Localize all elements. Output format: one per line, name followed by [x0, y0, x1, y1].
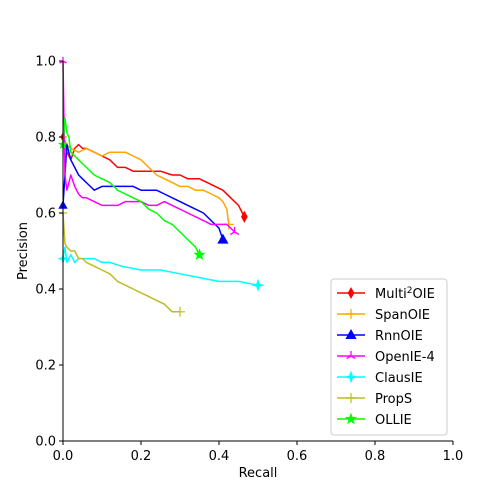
series-marker: [345, 328, 357, 339]
series-line: [62, 60, 236, 233]
series-line: [62, 136, 230, 225]
legend-label: ClausIE: [375, 371, 423, 386]
series-marker: [346, 393, 356, 403]
x-tick-label: 1.0: [443, 449, 464, 464]
legend-entry: PropS: [337, 392, 412, 407]
legend-label: RnnOIE: [375, 329, 423, 344]
series-marker: [217, 233, 229, 244]
series-line: [62, 136, 246, 218]
series-marker: [344, 412, 358, 425]
legend-label: PropS: [375, 392, 412, 407]
legend-entry: ClausIE: [337, 370, 423, 386]
x-tick-label: 0.2: [131, 449, 152, 464]
series-marker: [251, 278, 265, 292]
series-line: [62, 117, 201, 256]
legend-label: SpanOIE: [375, 308, 430, 323]
series-marker: [346, 309, 356, 319]
legend-box: [330, 278, 448, 436]
axes: 0.0 0.2 0.4 0.6 0.8 1.0 0.0 0.2 0.4 0.6 0.8 1.0: [35, 55, 463, 465]
series-marker: [241, 210, 248, 223]
series-marker: [347, 286, 355, 300]
legend-label: OLLIE: [375, 413, 412, 428]
legend-entry: OpenIE-4: [337, 350, 435, 365]
series-marker: [344, 370, 358, 384]
y-tick-label: 0.2: [35, 359, 56, 374]
x-tick-label: 0.6: [287, 449, 308, 464]
y-tick-label: 1.0: [35, 55, 56, 70]
x-tick-label: 0.4: [209, 449, 230, 464]
x-tick-label: 0.0: [53, 449, 74, 464]
legend-label: Multi2OIE: [375, 286, 435, 302]
series-marker: [175, 306, 185, 317]
plot-area: [57, 57, 265, 317]
x-tick-label: 0.8: [365, 449, 386, 464]
series-line: [62, 143, 224, 240]
series-marker: [229, 227, 240, 236]
y-axis-label: Precision: [16, 222, 31, 280]
legend: Multi2OIE SpanOIE RnnOIE OpenIE-4 ClausIE Pro…: [330, 278, 448, 436]
x-axis-label: Recall: [239, 466, 278, 481]
legend-label: OpenIE-4: [375, 350, 435, 365]
legend-entry: OLLIE: [337, 412, 412, 428]
legend-entry: RnnOIE: [337, 328, 423, 344]
y-tick-label: 0.4: [35, 283, 56, 298]
legend-entry: SpanOIE: [337, 308, 430, 323]
y-tick-label: 0.0: [35, 435, 56, 450]
y-tick-label: 0.8: [35, 131, 56, 146]
legend-entry: Multi2OIE: [337, 286, 435, 302]
series-marker: [193, 248, 206, 261]
series-line: [62, 246, 259, 286]
series-line: [62, 212, 180, 313]
series-marker: [346, 351, 356, 360]
y-tick-label: 0.6: [35, 207, 56, 222]
